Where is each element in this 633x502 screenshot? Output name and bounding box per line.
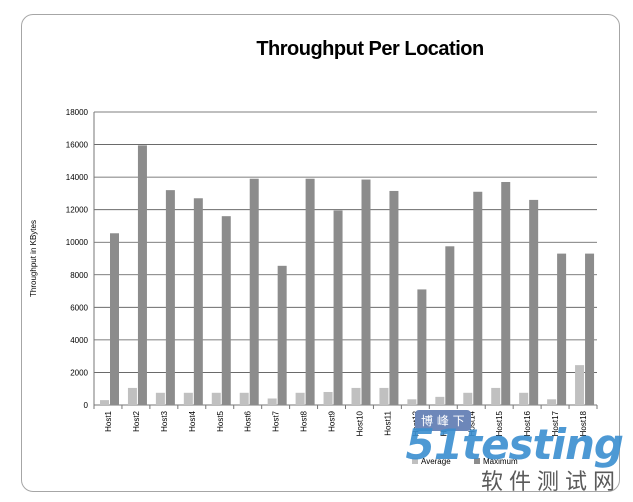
x-tick-label: Host16: [523, 410, 532, 436]
bar-maximum: [389, 190, 399, 405]
bar-maximum: [333, 210, 343, 405]
legend-label: Average: [421, 457, 451, 466]
y-tick-label: 18000: [66, 108, 89, 117]
x-tick-label: Host10: [355, 410, 364, 436]
bar-average: [239, 392, 249, 405]
bar-average: [435, 396, 445, 405]
bar-average: [323, 391, 333, 405]
watermark: 博 峰 下 51testing 软件测试网: [406, 410, 625, 496]
bar-average: [351, 387, 361, 405]
y-tick-label: 0: [84, 401, 89, 410]
y-tick-label: 2000: [70, 368, 88, 377]
bar-maximum: [501, 181, 511, 405]
bar-maximum: [110, 233, 119, 405]
y-tick-label: 12000: [66, 206, 89, 215]
bar-maximum: [417, 289, 427, 405]
watermark-logo: 51testing: [405, 420, 624, 469]
bar-average: [379, 387, 389, 405]
x-tick-label: Host4: [188, 410, 197, 431]
legend-swatch: [474, 458, 480, 464]
bar-average: [547, 399, 557, 405]
x-tick-label: Host7: [272, 410, 281, 431]
y-tick-label: 4000: [70, 336, 88, 345]
y-tick-label: 14000: [66, 173, 89, 182]
legend-swatch: [412, 458, 418, 464]
y-axis-label: Throughput in KBytes: [29, 220, 38, 297]
watermark-badge: 博 峰 下: [415, 410, 471, 431]
bar-maximum: [361, 179, 371, 405]
bar-average: [211, 392, 221, 405]
x-tick-label: Host15: [495, 410, 504, 436]
x-tick-label: Host6: [244, 410, 253, 431]
chart-title: Throughput Per Location: [256, 38, 484, 60]
x-tick-label: Host2: [132, 410, 141, 431]
bar-maximum: [445, 246, 455, 405]
bar-maximum: [473, 191, 483, 405]
watermark-subtitle: 软件测试网: [480, 470, 621, 495]
bar-maximum: [557, 253, 567, 405]
bar-average: [155, 392, 165, 405]
bar-average: [519, 392, 529, 405]
bar-maximum: [193, 198, 203, 405]
bar-average: [463, 392, 473, 405]
bar-average: [183, 392, 193, 405]
bar-maximum: [165, 190, 175, 405]
bar-average: [575, 365, 585, 405]
legend-label: Maximum: [483, 457, 518, 466]
y-tick-label: 8000: [70, 271, 88, 280]
bar-maximum: [249, 178, 259, 405]
x-tick-label: Host3: [160, 410, 169, 431]
x-tick-label: Host17: [551, 410, 560, 436]
x-tick-label: Host5: [216, 410, 225, 431]
bar-maximum: [305, 178, 315, 405]
bar-average: [267, 398, 277, 405]
bar-maximum: [221, 216, 231, 405]
x-tick-label: Host11: [383, 410, 392, 435]
bar-maximum: [277, 265, 287, 405]
y-tick-label: 6000: [70, 303, 88, 312]
bar-average: [295, 392, 305, 405]
bar-maximum: [585, 253, 595, 405]
bar-average: [407, 399, 417, 405]
bar-maximum: [529, 199, 539, 405]
y-tick-label: 16000: [66, 141, 89, 150]
bar-average: [127, 387, 137, 405]
y-tick-label: 10000: [66, 238, 89, 247]
x-tick-label: Host1: [104, 410, 113, 431]
x-tick-label: Host9: [328, 410, 337, 431]
x-tick-label: Host18: [579, 410, 588, 436]
bar-maximum: [137, 145, 147, 405]
x-tick-label: Host8: [300, 410, 309, 431]
bar-average: [100, 400, 109, 405]
chart-frame: [21, 14, 620, 492]
bar-average: [491, 387, 501, 405]
x-tick-label: Host14: [467, 410, 476, 436]
